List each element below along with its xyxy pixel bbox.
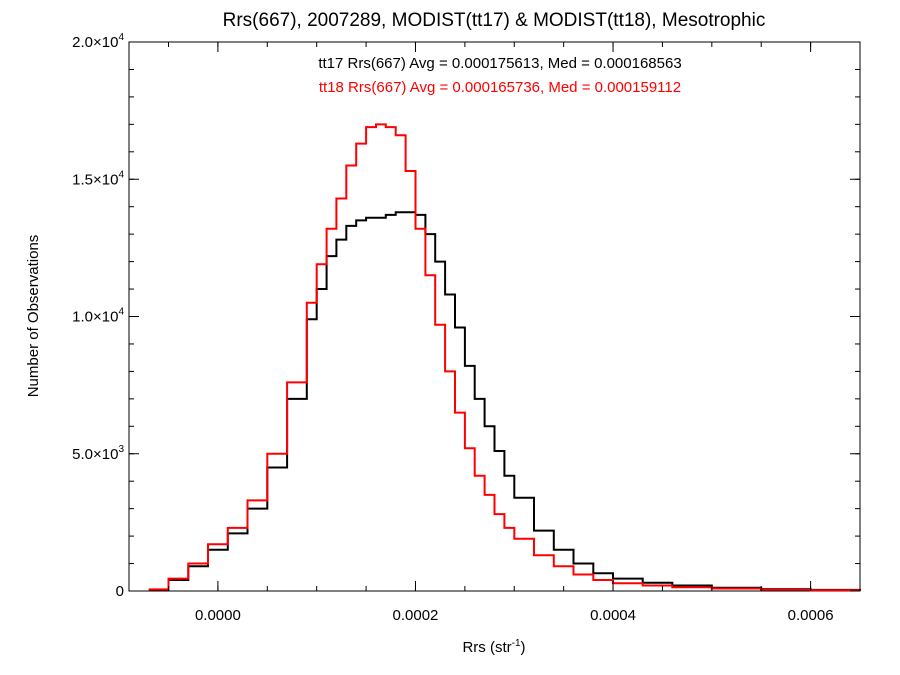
y-tick-label: 5.0×103 (72, 444, 124, 463)
x-axis-label: Rrs (str-1) (462, 638, 525, 656)
y-axis: 0 5.0×103 1.0×104 1.5×104 2.0×104 (72, 32, 860, 600)
y-tick-label: 1.0×104 (72, 307, 124, 326)
series-1-line (148, 211, 861, 591)
y-tick-label: 2.0×104 (72, 32, 124, 51)
stats-annotation-1: tt17 Rrs(667) Avg = 0.000175613, Med = 0… (318, 55, 681, 72)
x-axis: 0.0000 0.0002 0.0004 0.0006 (168, 42, 861, 624)
y-tick-label: 1.5×104 (72, 169, 124, 188)
y-tick-label: 0 (116, 583, 124, 600)
annotations: tt17 Rrs(667) Avg = 0.000175613, Med = 0… (318, 55, 681, 96)
stats-annotation-2: tt18 Rrs(667) Avg = 0.000165736, Med = 0… (319, 79, 681, 96)
series-layer (148, 123, 861, 592)
x-tick-label: 0.0000 (195, 607, 241, 624)
x-tick-label: 0.0002 (393, 607, 439, 624)
y-axis-label: Number of Observations (25, 235, 42, 398)
x-tick-label: 0.0004 (590, 607, 636, 624)
chart-title: Rrs(667), 2007289, MODIST(tt17) & MODIST… (223, 10, 766, 31)
series-2-line (148, 123, 861, 592)
x-tick-label: 0.0006 (788, 607, 834, 624)
